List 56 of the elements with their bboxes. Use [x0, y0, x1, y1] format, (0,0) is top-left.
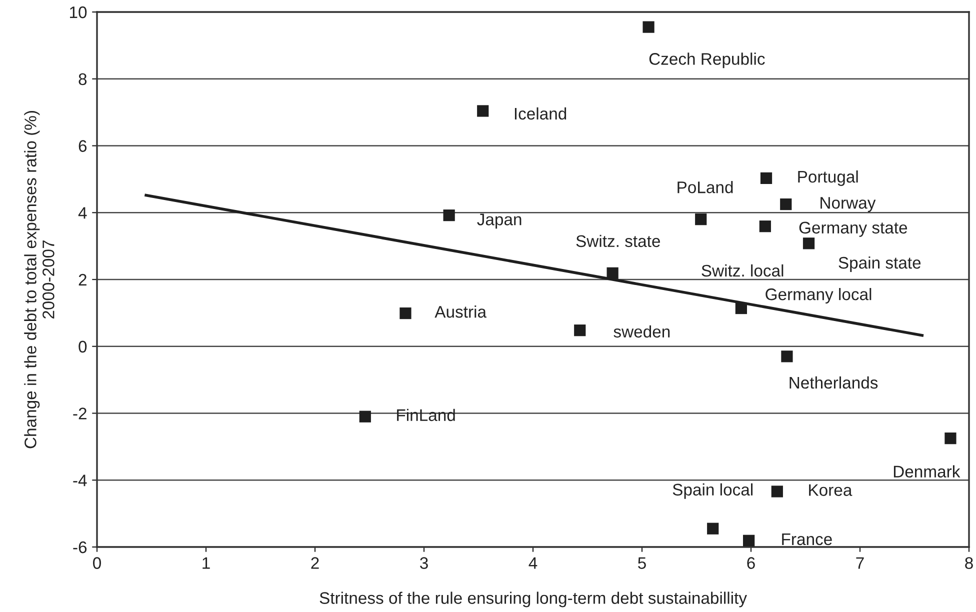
annotation: Czech Republic — [649, 52, 765, 68]
annotation: Norway — [820, 197, 876, 212]
y-tick-label: -4 — [73, 474, 87, 486]
point — [707, 522, 719, 534]
annotation: Switz. state — [576, 234, 660, 248]
y-tick-label: -6 — [73, 541, 87, 554]
annotation: Spain local — [672, 483, 753, 499]
point — [802, 238, 815, 250]
annotation: Japan — [477, 214, 522, 229]
y-tick-label: 2 — [78, 274, 86, 286]
point — [574, 324, 586, 336]
annotation: Spain state — [838, 256, 921, 272]
y-tick-label: 0 — [78, 340, 87, 353]
y-tick-label: 6 — [78, 140, 87, 152]
y-tick-label: 8 — [78, 73, 87, 86]
point — [400, 307, 412, 320]
point — [780, 198, 792, 210]
y-tick-label: -2 — [73, 408, 86, 420]
x-tick-label: 3 — [420, 557, 428, 569]
annotation: sweden — [614, 325, 670, 338]
annotation: Iceland — [514, 107, 566, 120]
y-axis-title: Change in the debt to total expenses ratio (%) 2000-2007 — [24, 110, 54, 448]
y-tick-label: 10 — [70, 6, 87, 18]
annotation: Germany state — [799, 222, 908, 237]
annotation: Switz. local — [702, 264, 784, 277]
point — [944, 432, 956, 444]
annotation: Germany local — [766, 288, 872, 304]
x-tick-label: 7 — [856, 557, 864, 569]
point — [759, 220, 771, 232]
x-tick-label: 5 — [638, 557, 646, 569]
point — [359, 410, 371, 422]
x-tick-label: 0 — [93, 557, 101, 569]
annotation: Netherlands — [790, 376, 878, 389]
annotation: France — [782, 533, 832, 546]
annotation: Korea — [809, 484, 852, 496]
y-tick-label: 4 — [78, 207, 87, 219]
point — [735, 302, 747, 314]
x-tick-label: 6 — [747, 557, 755, 569]
annotation: Austria — [434, 306, 487, 318]
point — [477, 105, 489, 117]
point — [781, 350, 793, 362]
point — [443, 209, 455, 222]
annotation: Denmark — [894, 465, 960, 478]
x-tick-label: 4 — [528, 557, 538, 569]
x-axis-title: Stritness of the rule ensuring long-term debt sustainabillity — [320, 592, 747, 608]
point — [771, 486, 783, 498]
point — [743, 534, 755, 546]
point — [695, 214, 707, 226]
point — [642, 21, 654, 33]
annotation: PoLand — [678, 180, 733, 194]
point — [760, 172, 772, 184]
annotation: Portugal — [798, 170, 858, 186]
x-tick-label: 2 — [311, 557, 319, 569]
x-tick-label: 8 — [965, 557, 973, 569]
x-tick-label: 1 — [202, 557, 210, 569]
point — [606, 267, 618, 279]
